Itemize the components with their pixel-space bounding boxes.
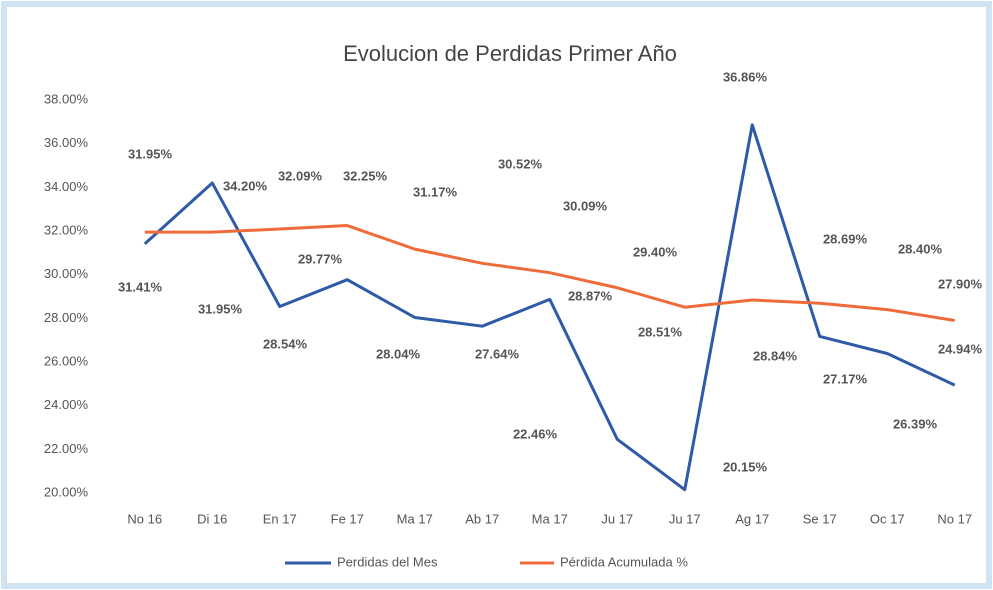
x-tick-label: En 17 <box>263 511 297 526</box>
data-label: 32.25% <box>343 168 388 183</box>
data-label: 28.51% <box>638 324 683 339</box>
chart-title: Evolucion de Perdidas Primer Año <box>343 41 677 66</box>
y-tick-label: 38.00% <box>44 91 89 106</box>
x-tick-label: No 17 <box>937 511 972 526</box>
data-label: 31.95% <box>198 301 243 316</box>
x-tick-label: Ma 17 <box>532 511 568 526</box>
data-label: 28.87% <box>568 288 613 303</box>
data-label: 31.41% <box>118 279 163 294</box>
x-tick-label: No 16 <box>127 511 162 526</box>
y-tick-label: 28.00% <box>44 310 89 325</box>
x-tick-label: Di 16 <box>197 511 227 526</box>
x-tick-label: Oc 17 <box>870 511 905 526</box>
y-tick-label: 36.00% <box>44 135 89 150</box>
data-label: 28.04% <box>376 346 421 361</box>
legend-label: Perdidas del Mes <box>337 554 438 569</box>
data-label: 31.95% <box>128 146 173 161</box>
data-label: 32.09% <box>278 168 323 183</box>
data-label: 30.09% <box>563 198 608 213</box>
y-tick-label: 34.00% <box>44 179 89 194</box>
data-label: 31.17% <box>413 184 458 199</box>
data-label: 34.20% <box>223 178 268 193</box>
data-label: 28.54% <box>263 336 308 351</box>
data-label: 27.64% <box>475 346 520 361</box>
y-tick-label: 30.00% <box>44 266 89 281</box>
x-tick-label: Ab 17 <box>465 511 499 526</box>
data-label: 27.90% <box>938 276 983 291</box>
x-tick-label: Se 17 <box>803 511 837 526</box>
data-label: 28.69% <box>823 231 868 246</box>
y-tick-label: 20.00% <box>44 484 89 499</box>
x-tick-label: Fe 17 <box>331 511 364 526</box>
y-tick-label: 32.00% <box>44 222 89 237</box>
data-label: 29.77% <box>298 251 343 266</box>
y-tick-label: 24.00% <box>44 397 89 412</box>
data-label: 29.40% <box>633 244 678 259</box>
y-tick-label: 26.00% <box>44 353 89 368</box>
data-label: 30.52% <box>498 156 543 171</box>
data-label: 28.84% <box>753 348 798 363</box>
data-label: 24.94% <box>938 341 983 356</box>
data-label: 36.86% <box>723 69 768 84</box>
series-line <box>143 123 956 492</box>
series-line <box>144 224 955 322</box>
data-label: 20.15% <box>723 459 768 474</box>
data-label: 22.46% <box>513 426 558 441</box>
data-label: 26.39% <box>893 416 938 431</box>
x-tick-label: Ma 17 <box>397 511 433 526</box>
x-tick-label: Ju 17 <box>601 511 633 526</box>
data-label: 28.40% <box>898 241 943 256</box>
x-tick-label: Ju 17 <box>669 511 701 526</box>
legend-label: Pérdida Acumulada % <box>560 554 688 569</box>
y-tick-label: 22.00% <box>44 441 89 456</box>
data-label: 27.17% <box>823 371 868 386</box>
x-tick-label: Ag 17 <box>735 511 769 526</box>
